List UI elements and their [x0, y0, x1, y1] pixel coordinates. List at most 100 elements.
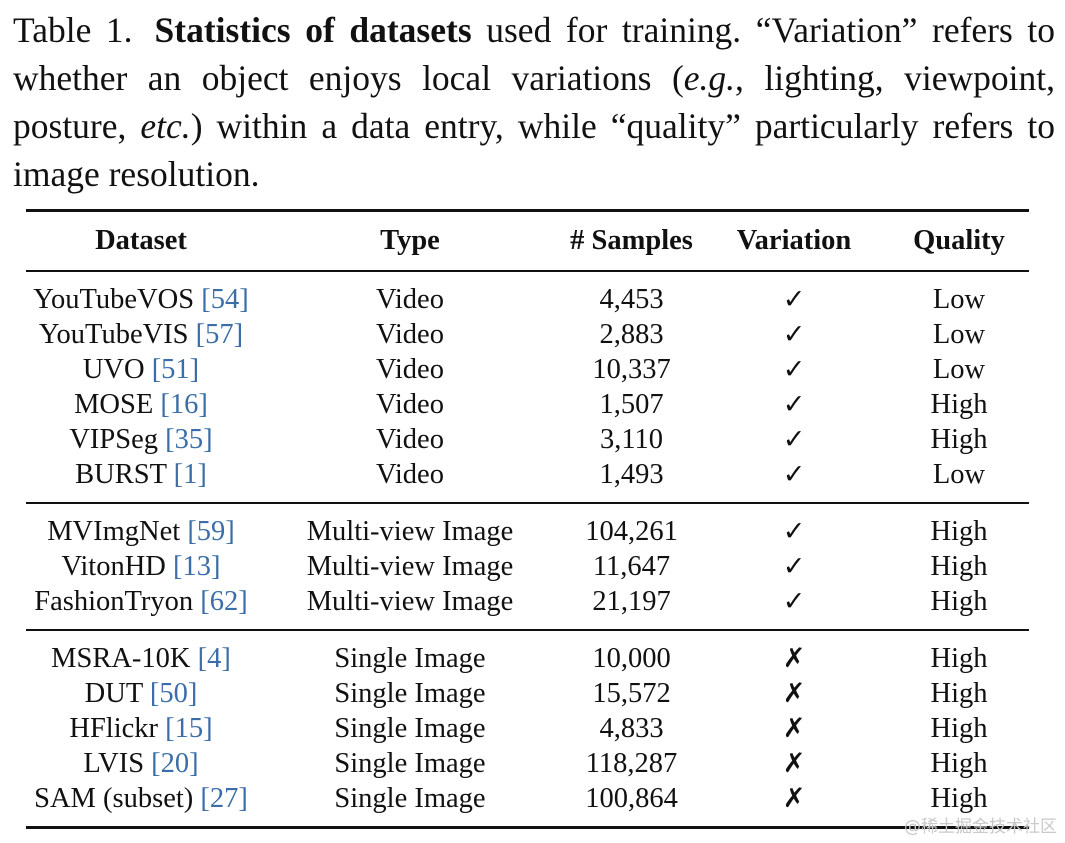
dataset-cell: HFlickr [15]: [26, 711, 256, 746]
quality-cell: High: [930, 783, 988, 814]
table-row: FashionTryon [62] Multi-view Image 21,197 ✓…: [26, 584, 1029, 630]
dataset-cell: YouTubeVIS [57]: [26, 317, 256, 352]
dataset-name: YouTubeVIS: [38, 319, 189, 350]
citation-link[interactable]: [13]: [173, 551, 221, 582]
samples-cell: 11,647: [592, 551, 671, 582]
dataset-name: YouTubeVOS: [33, 284, 195, 315]
table-row: MVImgNet [59] Multi-view Image 104,261 ✓ Hig…: [26, 503, 1029, 549]
citation-link[interactable]: [59]: [187, 516, 235, 547]
quality-cell: Low: [932, 354, 986, 385]
caption-eg: e.g.: [683, 58, 736, 98]
samples-cell: 118,287: [585, 748, 678, 779]
variation-mark: ✗: [782, 713, 806, 744]
type-cell: Multi-view Image: [306, 516, 514, 547]
table-group: MVImgNet [59] Multi-view Image 104,261 ✓ Hig…: [26, 503, 1029, 630]
quality-cell: High: [930, 713, 988, 744]
quality-cell: Low: [932, 319, 986, 350]
type-cell: Single Image: [334, 783, 486, 814]
variation-mark: ✓: [782, 284, 806, 315]
variation-cell: ✓: [699, 549, 889, 584]
citation-link[interactable]: [27]: [200, 783, 248, 814]
dataset-cell: DUT [50]: [26, 676, 256, 711]
table-row: LVIS [20] Single Image 118,287 ✗ High: [26, 746, 1029, 781]
variation-mark: ✓: [782, 586, 806, 617]
citation-link[interactable]: [4]: [197, 643, 231, 674]
header-row: Dataset Type # Samples Variation Quality: [26, 210, 1029, 271]
variation-mark: ✓: [782, 551, 806, 582]
dataset-cell: MOSE [16]: [26, 387, 256, 422]
variation-mark: ✓: [782, 319, 806, 350]
variation-mark: ✗: [782, 643, 806, 674]
type-cell: Video: [376, 389, 444, 420]
citation-link[interactable]: [54]: [201, 284, 249, 315]
variation-cell: ✗: [699, 711, 889, 746]
variation-mark: ✓: [782, 516, 806, 547]
quality-cell: High: [930, 748, 988, 779]
type-cell: Video: [376, 354, 444, 385]
caption-text-3: ) within a data entry, while “quality” p…: [13, 106, 1055, 194]
variation-mark: ✓: [782, 459, 806, 490]
variation-mark: ✗: [782, 748, 806, 779]
header-quality: Quality: [913, 225, 1005, 256]
variation-cell: ✗: [699, 630, 889, 676]
dataset-cell: SAM (subset) [27]: [26, 781, 256, 828]
quality-cell: Low: [932, 459, 986, 490]
citation-link[interactable]: [35]: [165, 424, 213, 455]
variation-cell: ✓: [699, 352, 889, 387]
dataset-name: MVImgNet: [47, 516, 181, 547]
dataset-name: VitonHD: [61, 551, 166, 582]
citation-link[interactable]: [50]: [149, 678, 198, 709]
citation-link[interactable]: [20]: [151, 748, 199, 779]
citation-link[interactable]: [51]: [151, 354, 200, 385]
citation-link[interactable]: [15]: [165, 713, 213, 744]
variation-mark: ✗: [782, 678, 806, 709]
quality-cell: High: [930, 586, 988, 617]
table-row: BURST [1] Video 1,493 ✓ Low: [26, 457, 1029, 503]
citation-link[interactable]: [62]: [200, 586, 248, 617]
header-samples: # Samples: [570, 225, 693, 256]
quality-cell: High: [930, 643, 988, 674]
dataset-cell: VIPSeg [35]: [26, 422, 256, 457]
quality-cell: High: [930, 551, 988, 582]
samples-cell: 1,493: [599, 459, 664, 490]
dataset-cell: MVImgNet [59]: [26, 503, 256, 549]
quality-cell: High: [930, 516, 988, 547]
variation-cell: ✗: [699, 676, 889, 711]
table-row: DUT [50] Single Image 15,572 ✗ High: [26, 676, 1029, 711]
table-caption: Table 1. Statistics of datasets used for …: [13, 6, 1055, 198]
citation-link[interactable]: [16]: [160, 389, 208, 420]
type-cell: Multi-view Image: [306, 586, 514, 617]
variation-cell: ✓: [699, 271, 889, 317]
table-row: MOSE [16] Video 1,507 ✓ High: [26, 387, 1029, 422]
table-row: SAM (subset) [27] Single Image 100,864 ✗ Hig…: [26, 781, 1029, 828]
header-dataset: Dataset: [95, 225, 187, 256]
table-row: HFlickr [15] Single Image 4,833 ✗ High: [26, 711, 1029, 746]
type-cell: Video: [376, 459, 444, 490]
caption-label: Table 1.: [13, 10, 133, 50]
variation-cell: ✗: [699, 781, 889, 828]
samples-cell: 3,110: [599, 424, 664, 455]
type-cell: Multi-view Image: [306, 551, 514, 582]
citation-link[interactable]: [57]: [195, 319, 244, 350]
watermark: @稀土掘金技术社区: [904, 817, 1057, 837]
table-row: YouTubeVOS [54] Video 4,453 ✓ Low: [26, 271, 1029, 317]
citation-link[interactable]: [1]: [173, 459, 207, 490]
caption-text-2: , lighting, viewpoint, posture,: [13, 58, 1055, 146]
caption-title: Statistics of datasets: [154, 10, 472, 50]
dataset-name: MOSE: [74, 389, 154, 420]
table-group: YouTubeVOS [54] Video 4,453 ✓ Low YouTubeVIS …: [26, 271, 1029, 503]
quality-cell: Low: [932, 284, 986, 315]
dataset-cell: FashionTryon [62]: [26, 584, 256, 630]
dataset-name: DUT: [84, 678, 143, 709]
samples-cell: 1,507: [599, 389, 664, 420]
dataset-cell: MSRA-10K [4]: [26, 630, 256, 676]
variation-mark: ✗: [782, 783, 806, 814]
header-variation: Variation: [736, 225, 852, 256]
table-row: UVO [51] Video 10,337 ✓ Low: [26, 352, 1029, 387]
samples-cell: 2,883: [599, 319, 664, 350]
caption-text-1: used for training. “Variation” refers to…: [13, 10, 1055, 98]
quality-cell: High: [930, 424, 988, 455]
samples-cell: 10,000: [592, 643, 671, 674]
dataset-name: HFlickr: [69, 713, 159, 744]
samples-cell: 21,197: [592, 586, 671, 617]
